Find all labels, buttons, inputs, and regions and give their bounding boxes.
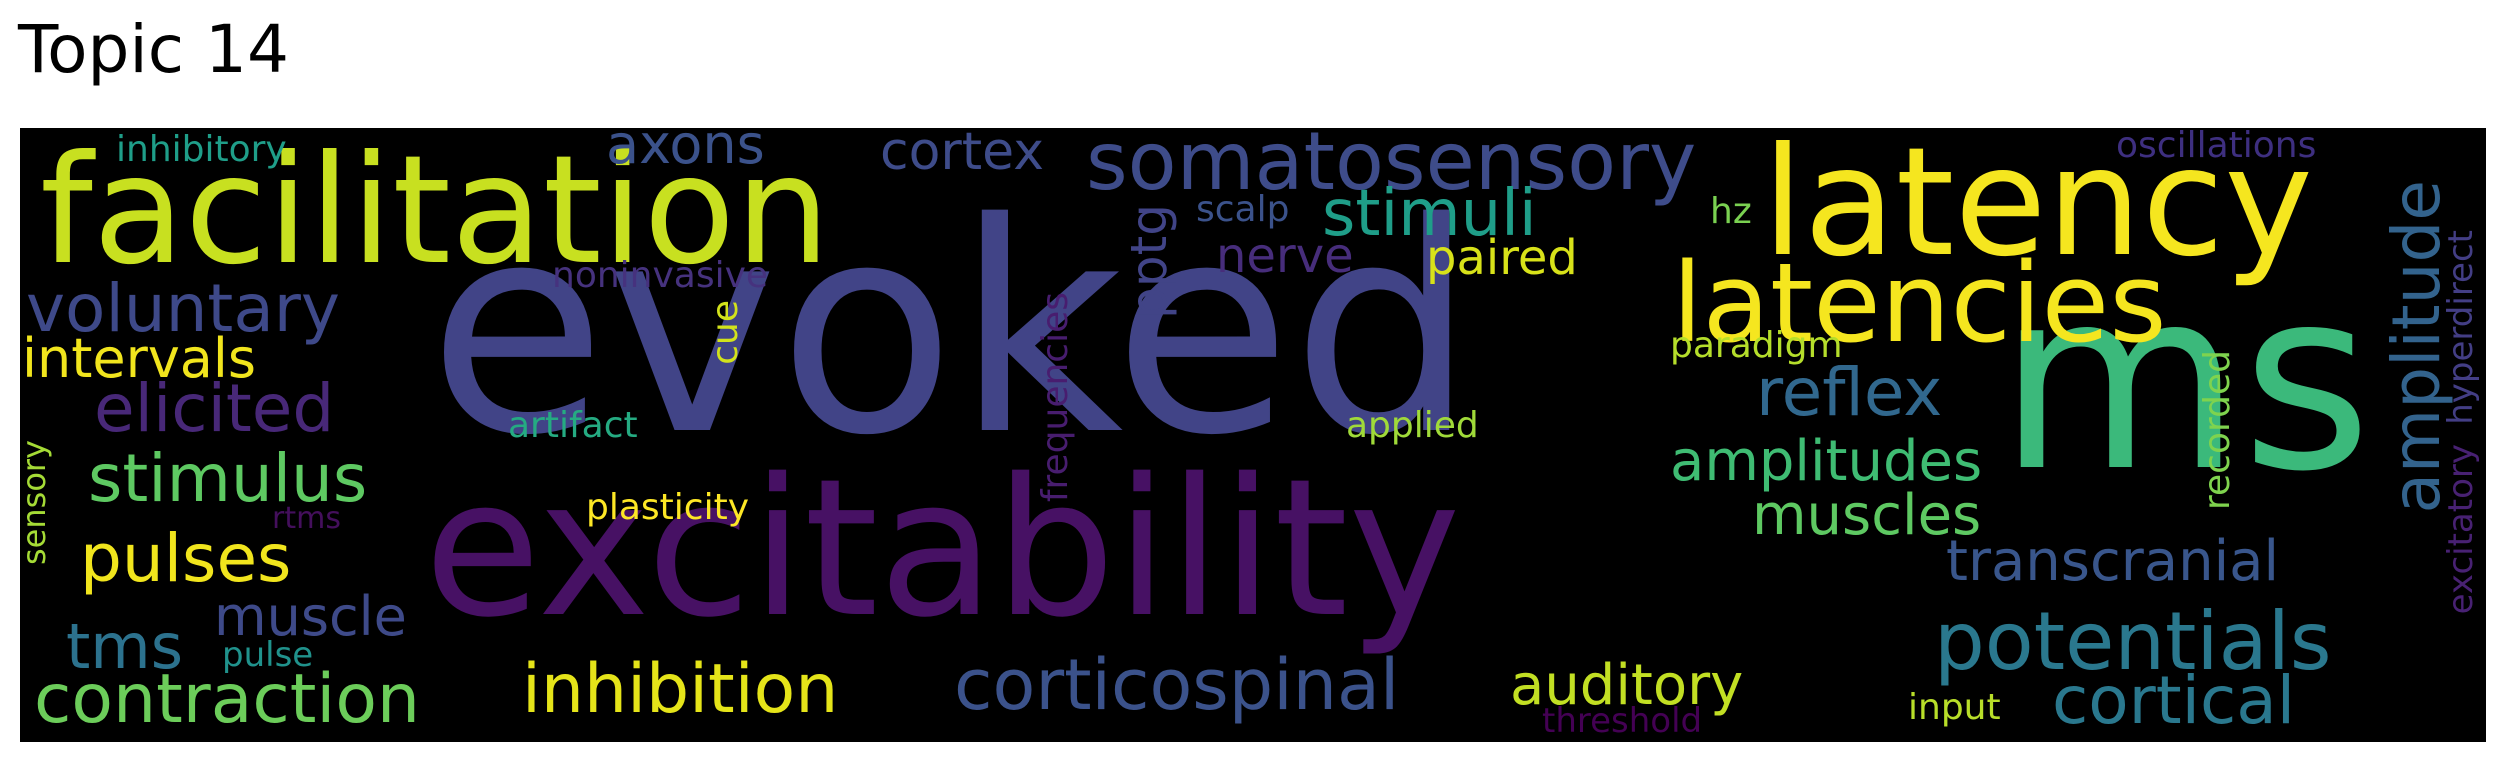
- word-inhibitory: inhibitory: [116, 129, 287, 170]
- word-evoked: evoked: [428, 162, 1476, 499]
- word-latency: latency: [1762, 128, 2314, 290]
- word-noninvasive: noninvasive: [552, 255, 769, 296]
- word-corticospinal: corticospinal: [954, 644, 1400, 726]
- word-pulse: pulse: [222, 635, 314, 675]
- word-recorded: recorded: [2197, 350, 2238, 510]
- word-threshold: threshold: [1542, 701, 1703, 741]
- word-excitatory: excitatory: [2441, 444, 2481, 615]
- word-inhibition: inhibition: [522, 650, 839, 729]
- word-auditory: auditory: [1510, 653, 1744, 718]
- word-muscles: muscles: [1752, 483, 1982, 548]
- word-reflex: reflex: [1756, 354, 1943, 431]
- word-muscle: muscle: [214, 585, 407, 648]
- word-somatosensory: somatosensory: [1086, 128, 1697, 208]
- word-stimulus: stimulus: [88, 440, 368, 517]
- word-sensory: sensory: [20, 440, 53, 565]
- word-plasticity: plasticity: [586, 487, 750, 528]
- word-axons: axons: [606, 128, 765, 176]
- word-transcranial: transcranial: [1946, 529, 2280, 594]
- word-facilitation: facilitation: [40, 128, 831, 298]
- word-stimuli: stimuli: [1322, 177, 1537, 251]
- word-frequencies: frequencies: [1035, 292, 1076, 503]
- word-ms: ms: [1998, 235, 2372, 526]
- word-intervals: intervals: [22, 327, 257, 390]
- word-elicited: elicited: [94, 370, 335, 447]
- word-cue: cue: [705, 300, 746, 365]
- word-pulses: pulses: [80, 520, 292, 597]
- word-oscillations: oscillations: [2116, 128, 2317, 166]
- word-amplitudes: amplitudes: [1670, 429, 1983, 494]
- word-tms: tms: [66, 610, 184, 683]
- word-voluntary: voluntary: [26, 270, 340, 347]
- word-potentials: potentials: [1934, 595, 2332, 688]
- chart-title: Topic 14: [18, 11, 289, 88]
- word-excitability: excitability: [424, 438, 1461, 659]
- word-input: input: [1908, 687, 2001, 728]
- word-applied: applied: [1346, 405, 1479, 446]
- word-cortical: cortical: [2052, 662, 2296, 739]
- word-nerve: nerve: [1216, 228, 1354, 284]
- word-contraction: contraction: [34, 660, 421, 739]
- word-hz: hz: [1710, 191, 1752, 232]
- word-latencies: latencies: [1672, 239, 2167, 367]
- word-cloud: evoked ms excitability facilitation late…: [20, 128, 2486, 742]
- word-scalp: scalp: [1196, 189, 1290, 230]
- word-paradigm: paradigm: [1670, 325, 1843, 366]
- word-pptg: pptg: [1120, 204, 1178, 319]
- word-artifact: artifact: [508, 405, 638, 446]
- word-rtms: rtms: [272, 501, 341, 536]
- word-paired: paired: [1426, 230, 1578, 286]
- word-hyperdirect: hyperdirect: [2441, 230, 2481, 425]
- word-cortex: cortex: [880, 128, 1045, 182]
